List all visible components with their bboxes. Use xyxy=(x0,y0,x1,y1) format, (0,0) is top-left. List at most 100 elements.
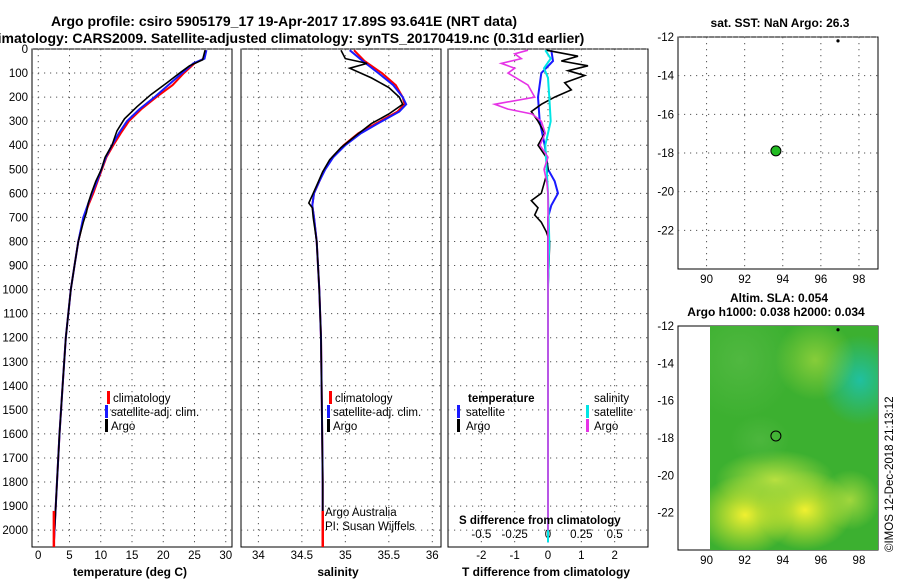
map-x-tick-label: 98 xyxy=(853,555,866,567)
map-y-tick-label: -20 xyxy=(657,470,674,482)
series-line-satellite-adj-clim- xyxy=(52,49,208,543)
depth-tick-label: 1900 xyxy=(2,501,28,513)
map-y-tick-label: -12 xyxy=(657,321,674,333)
series-line-argo xyxy=(307,49,404,531)
map-y-tick-label: -18 xyxy=(657,433,674,445)
depth-tick-label: 900 xyxy=(9,261,28,273)
s-difference-label: S difference from climatology xyxy=(459,515,621,527)
credit-pi: PI: Susan Wijffels xyxy=(325,521,415,533)
map-x-tick-label: 94 xyxy=(776,555,789,567)
legend-swatch-satellite xyxy=(327,405,330,418)
x-tick-label: 0 xyxy=(545,550,551,562)
profile-location-marker xyxy=(770,430,782,442)
temperature-legend: climatology satellite-adj. clim. Argo xyxy=(105,391,199,433)
map-x-tick-label: 92 xyxy=(738,274,751,286)
imos-credit: ©IMOS 12-Dec-2018 21:13:12 xyxy=(884,396,896,552)
temperature-panel xyxy=(31,48,233,548)
legend-temp-satellite: satellite xyxy=(466,407,505,419)
legend-swatch-climatology xyxy=(107,391,110,404)
series-line-climatology xyxy=(311,49,406,543)
sla-field xyxy=(710,326,878,550)
map-x-tick-label: 96 xyxy=(814,274,827,286)
map-x-tick-label: 98 xyxy=(853,274,866,286)
s-tick-label: 0.5 xyxy=(607,529,623,541)
salinity-legend: climatology satellite-adj. clim. Argo Ar… xyxy=(325,391,421,533)
legend-salinity-title: salinity xyxy=(594,393,629,405)
x-tick-label: 15 xyxy=(126,550,139,562)
x-tick-label: -2 xyxy=(476,550,486,562)
x-tick-label: 2 xyxy=(611,550,617,562)
legend-swatch-sal-satellite xyxy=(586,405,589,418)
difference-legend: temperature satellite Argo salinity sate… xyxy=(457,393,633,527)
map-y-tick-label: -14 xyxy=(657,358,674,370)
series-line-climatology xyxy=(52,49,207,543)
depth-tick-label: 2000 xyxy=(2,525,28,537)
x-tick-label: 30 xyxy=(219,550,232,562)
temperature-xlabel: temperature (deg C) xyxy=(73,565,187,579)
legend-swatch-argo xyxy=(327,419,330,432)
depth-tick-label: 1500 xyxy=(2,405,28,417)
depth-tick-label: 200 xyxy=(9,92,28,104)
x-tick-label: 5 xyxy=(66,550,72,562)
legend-swatch-temp-satellite xyxy=(457,405,460,418)
sla-map-title-line2: Argo h1000: 0.038 h2000: 0.034 xyxy=(687,305,865,319)
legend-sal-satellite: satellite xyxy=(594,407,633,419)
depth-tick-label: 1600 xyxy=(2,429,28,441)
depth-tick-label: 100 xyxy=(9,68,28,80)
series-line-temperature-argo xyxy=(530,49,589,531)
map-y-tick-label: -20 xyxy=(657,187,674,199)
depth-tick-label: 0 xyxy=(22,44,28,56)
map-y-tick-label: -14 xyxy=(657,71,674,83)
depth-tick-label: 1200 xyxy=(2,333,28,345)
map-y-tick-label: -16 xyxy=(657,109,674,121)
salinity-panel xyxy=(240,48,442,548)
s-tick-label: -0.25 xyxy=(502,529,528,541)
map-x-tick-label: 90 xyxy=(700,274,713,286)
map-y-tick-label: -12 xyxy=(657,32,674,44)
depth-tick-label: 500 xyxy=(9,164,28,176)
series-line-satellite-adj-clim- xyxy=(311,49,408,543)
legend-argo: Argo xyxy=(111,421,135,433)
depth-tick-label: 800 xyxy=(9,236,28,248)
legend-temperature-title: temperature xyxy=(468,393,534,405)
series-line-salinity-argo xyxy=(491,49,549,531)
s-tick-label: 0.25 xyxy=(570,529,592,541)
difference-xlabel: T difference from climatology xyxy=(462,565,630,579)
depth-tick-label: 400 xyxy=(9,140,28,152)
legend-swatch-temp-argo xyxy=(457,419,460,432)
x-tick-label: 25 xyxy=(188,550,201,562)
x-tick-label: 10 xyxy=(94,550,107,562)
x-tick-label: 35 xyxy=(339,550,352,562)
x-tick-label: 1 xyxy=(578,550,584,562)
map-y-tick-label: -22 xyxy=(657,508,674,520)
nearby-float-marker xyxy=(836,328,840,332)
salinity-xlabel: salinity xyxy=(317,565,359,579)
x-tick-label: 36 xyxy=(426,550,439,562)
s-tick-label: -0.5 xyxy=(471,529,491,541)
depth-tick-label: 1400 xyxy=(2,381,28,393)
nearby-float-marker xyxy=(836,39,840,43)
map-y-tick-label: -18 xyxy=(657,148,674,160)
depth-tick-label: 700 xyxy=(9,212,28,224)
depth-tick-label: 1000 xyxy=(2,285,28,297)
series-line-argo xyxy=(53,49,206,531)
x-tick-label: 20 xyxy=(157,550,170,562)
legend-sal-argo: Argo xyxy=(594,421,618,433)
depth-tick-label: 600 xyxy=(9,188,28,200)
legend-satellite-adj: satellite-adj. clim. xyxy=(111,407,199,419)
depth-tick-label: 1700 xyxy=(2,453,28,465)
x-tick-label: 34.5 xyxy=(291,550,313,562)
x-tick-label: -1 xyxy=(510,550,520,562)
legend-climatology: climatology xyxy=(335,393,393,405)
legend-climatology: climatology xyxy=(113,393,171,405)
depth-tick-label: 1300 xyxy=(2,357,28,369)
map-y-tick-label: -22 xyxy=(657,225,674,237)
depth-tick-label: 1800 xyxy=(2,477,28,489)
legend-swatch-sal-argo xyxy=(586,419,589,432)
figure-title-line2: Climatology: CARS2009. Satellite-adjuste… xyxy=(0,30,584,46)
depth-tick-label: 1100 xyxy=(3,309,28,321)
sst-map-title: sat. SST: NaN Argo: 26.3 xyxy=(711,16,850,30)
legend-temp-argo: Argo xyxy=(466,421,490,433)
depth-tick-label: 300 xyxy=(9,116,28,128)
map-x-tick-label: 94 xyxy=(776,274,789,286)
